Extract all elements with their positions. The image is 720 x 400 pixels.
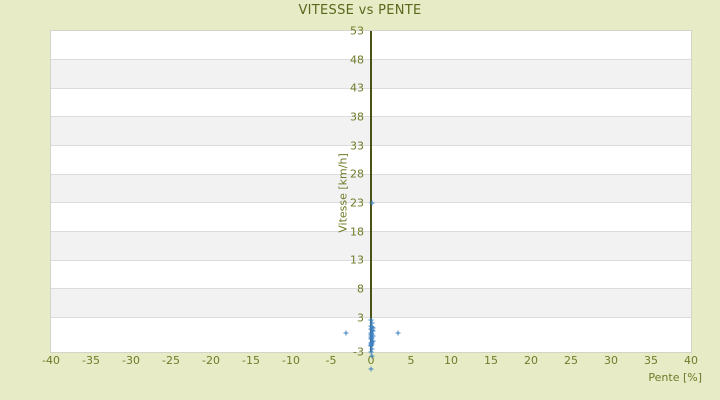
data-point-marker	[369, 346, 375, 352]
x-tick-label: 0	[367, 354, 375, 367]
y-tick-label: 28	[350, 167, 364, 181]
y-tick-label: 23	[350, 196, 364, 210]
x-tick-label: -5	[325, 354, 337, 367]
data-point-marker	[369, 320, 375, 326]
x-tick-label: -20	[202, 354, 220, 367]
x-tick-label: 10	[444, 354, 458, 367]
x-tick-label: -30	[122, 354, 140, 367]
y-tick-label: 13	[350, 253, 364, 267]
y-tick-label: 8	[357, 282, 364, 296]
data-point-marker	[369, 200, 375, 206]
chart-title: VITESSE vs PENTE	[298, 3, 422, 18]
data-point-marker	[395, 330, 401, 336]
x-tick-label: -15	[242, 354, 260, 367]
data-point-marker	[368, 349, 374, 355]
x-tick-label: 25	[564, 354, 578, 367]
data-point-marker	[343, 330, 349, 336]
y-tick-label: 33	[350, 139, 364, 153]
y-tick-label: 43	[350, 81, 364, 95]
plot-area	[50, 30, 692, 353]
data-point-marker	[369, 353, 375, 359]
y-tick-label: 53	[350, 24, 364, 38]
y-tick-label: 38	[350, 110, 364, 124]
y-tick-label: 18	[350, 225, 364, 239]
zero-axis-line	[370, 31, 372, 352]
data-point-marker	[368, 366, 374, 372]
y-axis-title: Vitesse [km/h]	[336, 153, 350, 233]
x-tick-label: -25	[162, 354, 180, 367]
x-tick-label: 15	[484, 354, 498, 367]
x-axis-title: Pente [%]	[648, 371, 702, 384]
x-tick-label: 35	[644, 354, 658, 367]
x-tick-label: 30	[604, 354, 618, 367]
data-point-marker	[368, 317, 374, 323]
x-tick-label: 40	[684, 354, 698, 367]
y-tick-label: 3	[357, 311, 364, 325]
x-tick-label: -10	[282, 354, 300, 367]
y-tick-label: 48	[350, 53, 364, 67]
y-tick-label: -3	[353, 345, 364, 359]
x-tick-label: 5	[407, 354, 415, 367]
x-tick-label: 20	[524, 354, 538, 367]
x-tick-label: -40	[42, 354, 60, 367]
x-tick-label: -35	[82, 354, 100, 367]
